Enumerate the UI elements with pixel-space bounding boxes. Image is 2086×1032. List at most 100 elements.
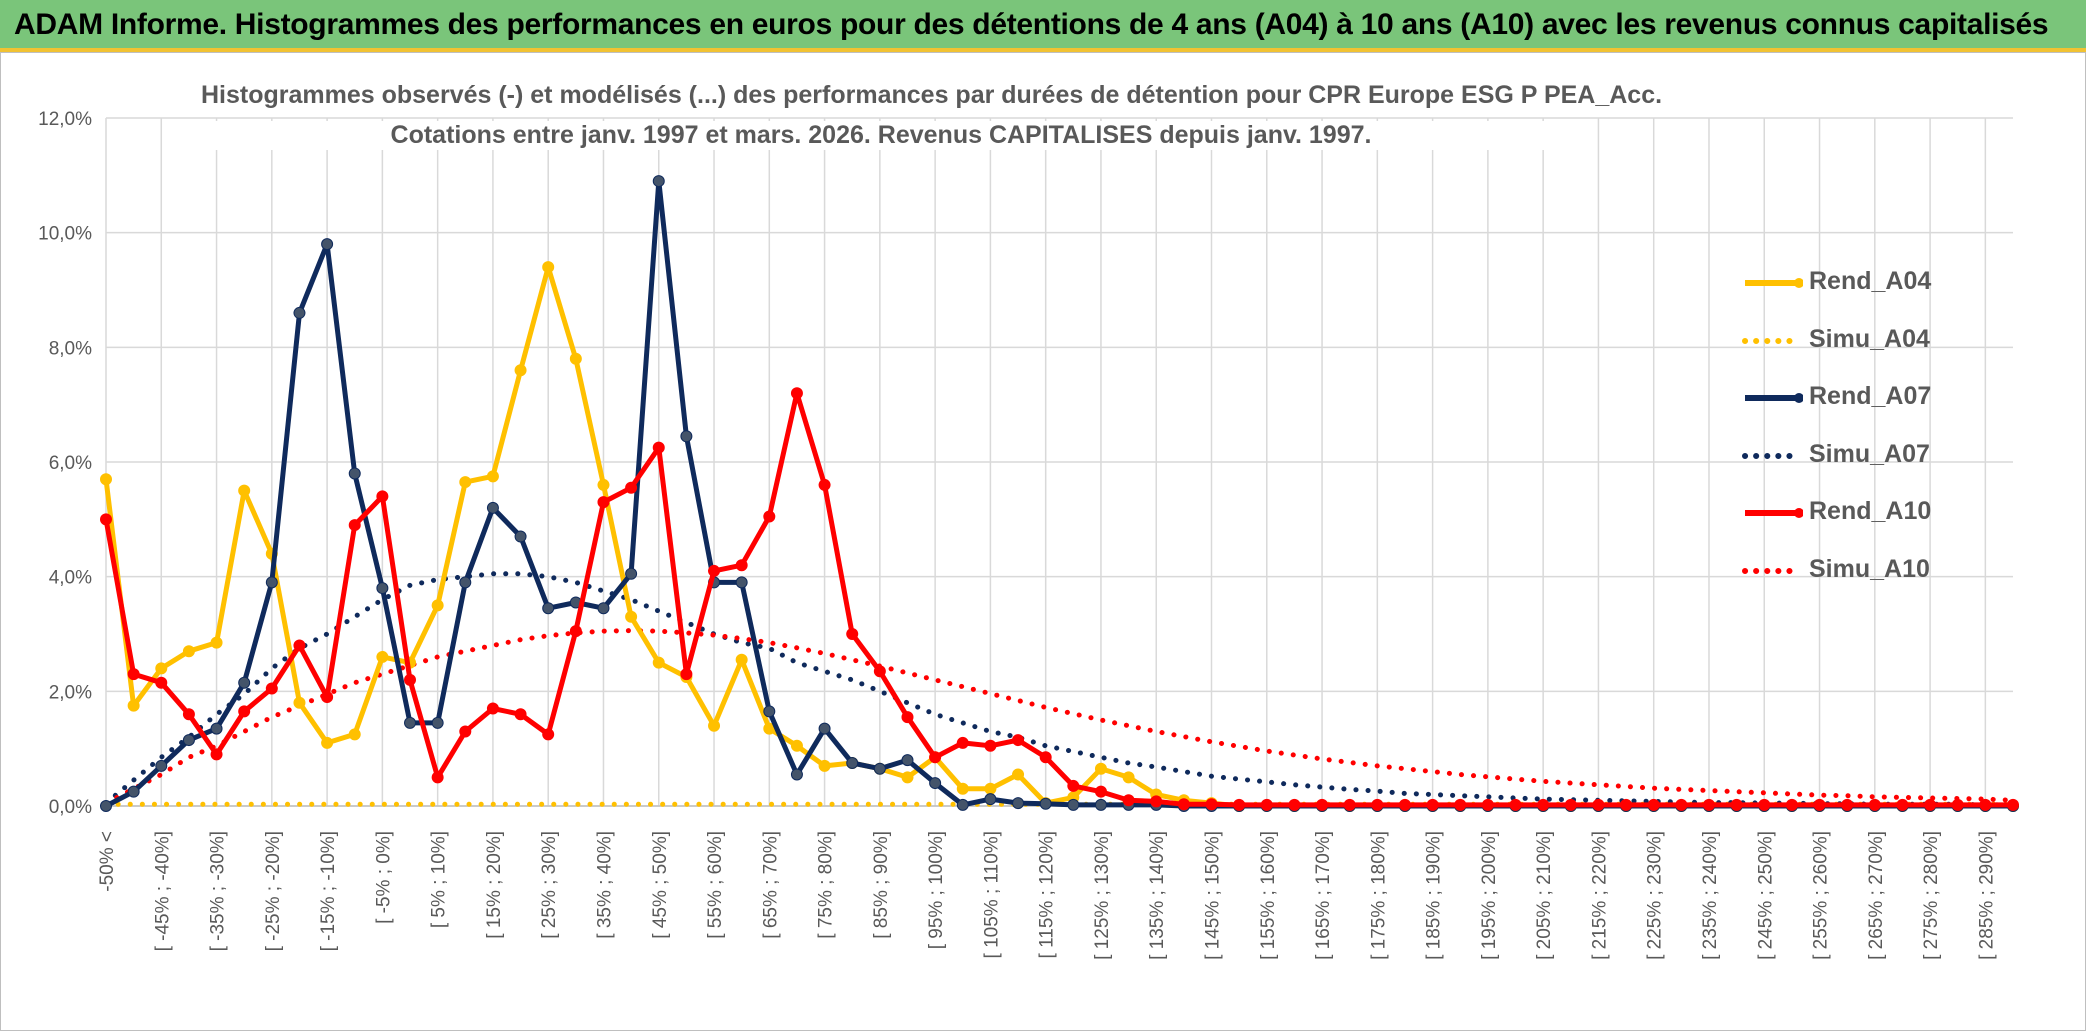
data-point-rend-a07 <box>1067 798 1080 811</box>
data-point-rend-a10 <box>1426 798 1439 811</box>
data-point-rend-a07 <box>238 676 251 689</box>
series-line-simu-a07 <box>103 571 2016 808</box>
data-point-rend-a10 <box>1094 785 1107 798</box>
data-point-rend-a10 <box>1675 798 1688 811</box>
data-point-rend-a04 <box>155 662 168 675</box>
data-point-rend-a10 <box>1343 798 1356 811</box>
legend-item-rend-a04: Rend_A04 <box>1741 265 1981 323</box>
data-point-rend-a10 <box>1122 794 1135 807</box>
data-point-rend-a07 <box>1012 797 1025 810</box>
data-point-rend-a10 <box>348 519 361 532</box>
data-point-rend-a07 <box>293 306 306 319</box>
data-point-rend-a04 <box>569 352 582 365</box>
x-tick-label: [ 215% ; 220%] <box>1589 831 1610 960</box>
data-point-rend-a07 <box>459 576 472 589</box>
legend-swatch-simu-a04 <box>1742 337 1802 344</box>
x-tick-label: [ 75% ; 80%] <box>816 831 837 939</box>
data-point-rend-a10 <box>542 728 555 741</box>
legend-item-simu-a10: Simu_A10 <box>1741 553 1981 611</box>
chart-title: Histogrammes observés (-) et modélisés (… <box>201 81 1663 110</box>
x-tick-label: -50% < <box>97 831 118 892</box>
data-point-rend-a04 <box>984 782 997 795</box>
data-point-rend-a07 <box>790 768 803 781</box>
data-point-rend-a07 <box>127 785 140 798</box>
data-point-rend-a10 <box>956 736 969 749</box>
data-point-rend-a10 <box>431 771 444 784</box>
x-tick-label: [ -5% ; 0%] <box>373 831 394 924</box>
x-tick-label: [ -15% ; -10%] <box>318 831 339 951</box>
y-tick-label: 6,0% <box>49 453 92 474</box>
data-point-rend-a10 <box>238 705 251 718</box>
data-point-rend-a10 <box>1288 798 1301 811</box>
x-tick-label: [ 235% ; 240%] <box>1700 831 1721 960</box>
data-point-rend-a10 <box>1951 798 1964 811</box>
x-tick-label: [ 135% ; 140%] <box>1147 831 1168 960</box>
legend-swatch-simu-a10 <box>1742 567 1802 574</box>
data-point-rend-a04 <box>901 771 914 784</box>
x-tick-label: [ 5% ; 10%] <box>429 831 450 928</box>
data-point-rend-a10 <box>1592 798 1605 811</box>
legend-swatch-rend-a10 <box>1745 508 1803 518</box>
data-point-rend-a10 <box>680 668 693 681</box>
data-point-rend-a10 <box>984 739 997 752</box>
y-tick-label: 0,0% <box>49 797 92 818</box>
data-point-rend-a07 <box>155 759 168 772</box>
data-point-rend-a10 <box>569 625 582 638</box>
data-point-rend-a04 <box>1094 762 1107 775</box>
legend-item-rend-a10: Rend_A10 <box>1741 495 1981 553</box>
data-point-rend-a07 <box>321 238 334 251</box>
data-point-rend-a07 <box>1094 798 1107 811</box>
data-point-rend-a10 <box>1564 798 1577 811</box>
data-point-rend-a10 <box>486 702 499 715</box>
data-point-rend-a10 <box>376 490 389 503</box>
data-point-rend-a10 <box>1813 798 1826 811</box>
data-point-rend-a07 <box>652 175 665 188</box>
series-line-rend-a10 <box>103 390 2013 808</box>
data-point-rend-a04 <box>431 599 444 612</box>
data-point-rend-a04 <box>1122 771 1135 784</box>
data-point-rend-a10 <box>1316 798 1329 811</box>
data-point-rend-a04 <box>708 719 721 732</box>
data-point-rend-a07 <box>763 705 776 718</box>
data-point-rend-a10 <box>708 564 721 577</box>
data-point-rend-a07 <box>625 567 638 580</box>
data-point-rend-a04 <box>459 476 472 489</box>
data-point-rend-a07 <box>680 430 693 443</box>
data-point-rend-a10 <box>1039 751 1052 764</box>
data-point-rend-a07 <box>265 576 278 589</box>
data-point-rend-a10 <box>293 639 306 652</box>
data-point-rend-a04 <box>210 636 223 649</box>
x-tick-label: [ -25% ; -20%] <box>263 831 284 951</box>
x-tick-label: [ 275% ; 280%] <box>1921 831 1942 960</box>
data-point-rend-a10 <box>1454 798 1467 811</box>
x-tick-label: [ 45% ; 50%] <box>650 831 671 939</box>
data-point-rend-a04 <box>182 645 195 658</box>
data-point-rend-a10 <box>1150 795 1163 808</box>
data-point-rend-a10 <box>1012 734 1025 747</box>
data-point-rend-a10 <box>873 665 886 678</box>
data-point-rend-a10 <box>597 496 610 509</box>
x-tick-label: [ -45% ; -40%] <box>152 831 173 951</box>
legend-label-simu-a07: Simu_A07 <box>1809 439 1930 468</box>
x-tick-label: [ 245% ; 250%] <box>1755 831 1776 960</box>
data-point-rend-a07 <box>984 793 997 806</box>
data-point-rend-a10 <box>1398 798 1411 811</box>
data-point-rend-a10 <box>1205 798 1218 811</box>
x-tick-label: [ 35% ; 40%] <box>594 831 615 939</box>
data-point-rend-a07 <box>431 716 444 729</box>
x-tick-label: [ 155% ; 160%] <box>1258 831 1279 960</box>
data-point-rend-a10 <box>1841 798 1854 811</box>
data-point-rend-a04 <box>238 484 251 497</box>
data-point-rend-a10 <box>2007 798 2019 811</box>
data-point-rend-a07 <box>404 716 417 729</box>
x-tick-label: [ 225% ; 230%] <box>1645 831 1666 960</box>
x-tick-label: [ 265% ; 270%] <box>1866 831 1887 960</box>
data-point-rend-a04 <box>514 364 527 377</box>
data-point-rend-a04 <box>597 478 610 491</box>
y-tick-label: 2,0% <box>49 682 92 703</box>
legend-label-simu-a04: Simu_A04 <box>1809 324 1930 353</box>
legend-swatch-rend-a07 <box>1745 393 1803 403</box>
data-point-rend-a10 <box>1371 798 1384 811</box>
x-tick-label: [ 125% ; 130%] <box>1092 831 1113 960</box>
x-tick-label: [ 165% ; 170%] <box>1313 831 1334 960</box>
